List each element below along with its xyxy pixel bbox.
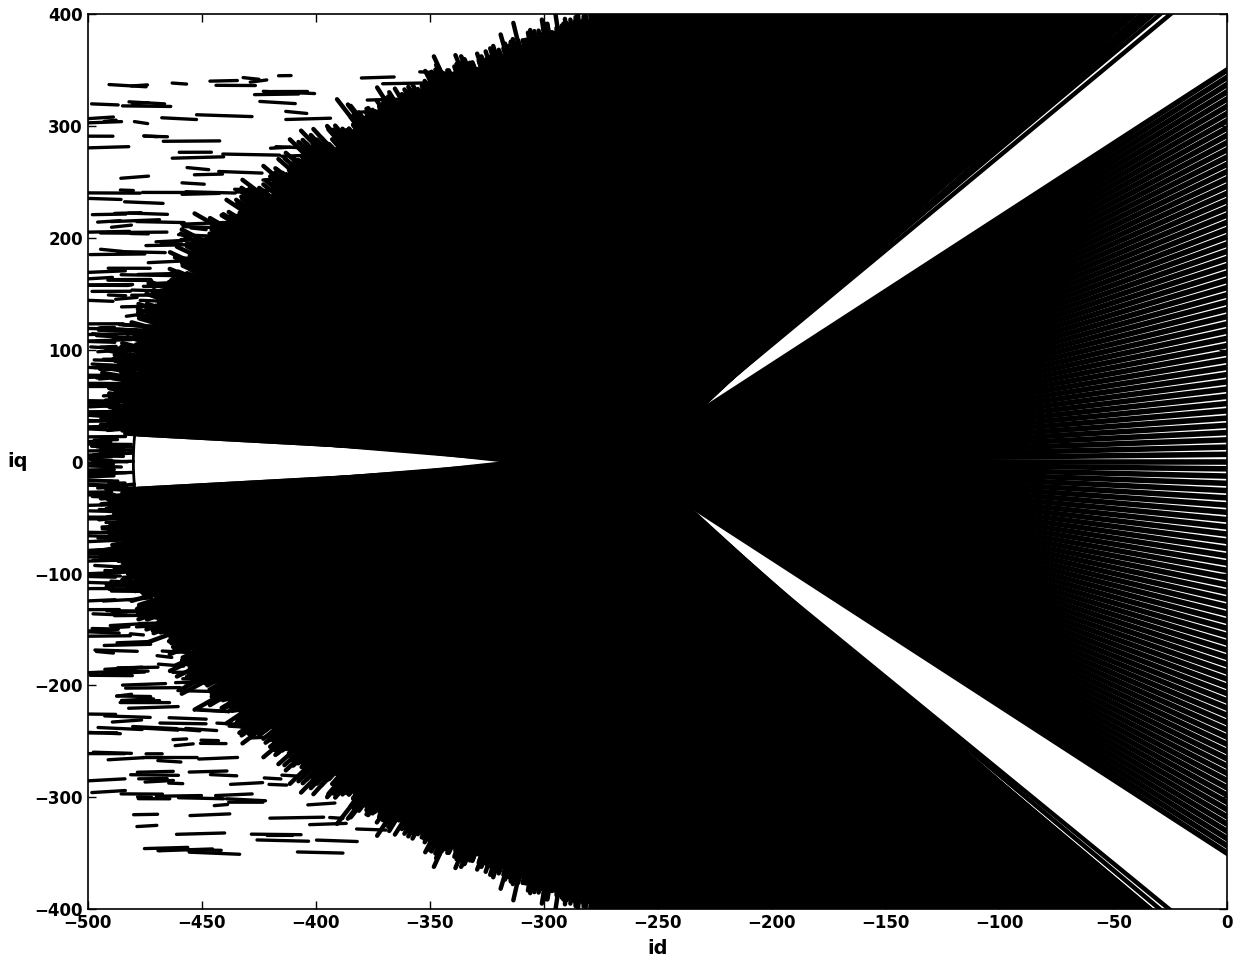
X-axis label: id: id: [647, 939, 668, 958]
Y-axis label: iq: iq: [7, 452, 27, 471]
